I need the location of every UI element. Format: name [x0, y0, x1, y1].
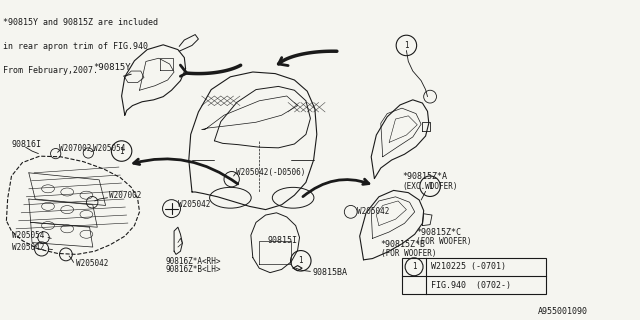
Text: W205042: W205042	[178, 200, 211, 209]
Text: W205042: W205042	[76, 260, 108, 268]
Text: (EXC.WOOFER): (EXC.WOOFER)	[402, 182, 458, 191]
Text: 90816I: 90816I	[12, 140, 42, 149]
Text: A955001090: A955001090	[538, 307, 588, 316]
Text: FIG.940  (0702-): FIG.940 (0702-)	[431, 281, 511, 290]
Text: W205042: W205042	[12, 243, 44, 252]
Text: W205042: W205042	[357, 207, 390, 216]
Text: 1: 1	[119, 147, 124, 156]
Text: *90815Z*B: *90815Z*B	[381, 240, 426, 249]
Text: (FOR WOOFER): (FOR WOOFER)	[381, 249, 436, 258]
Text: 1: 1	[298, 256, 303, 265]
Text: 1: 1	[404, 41, 409, 50]
Text: 90815I: 90815I	[268, 236, 298, 245]
Text: W207002: W207002	[109, 191, 141, 200]
Text: 1: 1	[412, 262, 417, 271]
FancyArrowPatch shape	[303, 179, 369, 196]
Text: W205054: W205054	[93, 144, 125, 153]
Text: 1: 1	[428, 182, 433, 191]
FancyArrowPatch shape	[134, 159, 238, 184]
Text: 90816Z*A<RH>: 90816Z*A<RH>	[165, 257, 221, 266]
Text: *90815Z*C: *90815Z*C	[416, 228, 461, 237]
Text: *90815Y: *90815Y	[93, 63, 131, 72]
Text: *90815Z*A: *90815Z*A	[402, 172, 447, 181]
Text: W205042(-D0506): W205042(-D0506)	[236, 168, 305, 177]
Text: 90816Z*B<LH>: 90816Z*B<LH>	[165, 265, 221, 274]
Text: W205054: W205054	[12, 231, 44, 240]
Text: W207002: W207002	[59, 144, 92, 153]
Text: From February,2007.: From February,2007.	[3, 66, 98, 75]
Text: W210225 (-0701): W210225 (-0701)	[431, 262, 506, 271]
Text: in rear apron trim of FIG.940: in rear apron trim of FIG.940	[3, 42, 148, 51]
Text: 90815BA: 90815BA	[312, 268, 348, 277]
Text: *90815Y and 90815Z are included: *90815Y and 90815Z are included	[3, 18, 158, 27]
Text: (FOR WOOFER): (FOR WOOFER)	[416, 237, 472, 246]
Bar	[402, 258, 546, 294]
